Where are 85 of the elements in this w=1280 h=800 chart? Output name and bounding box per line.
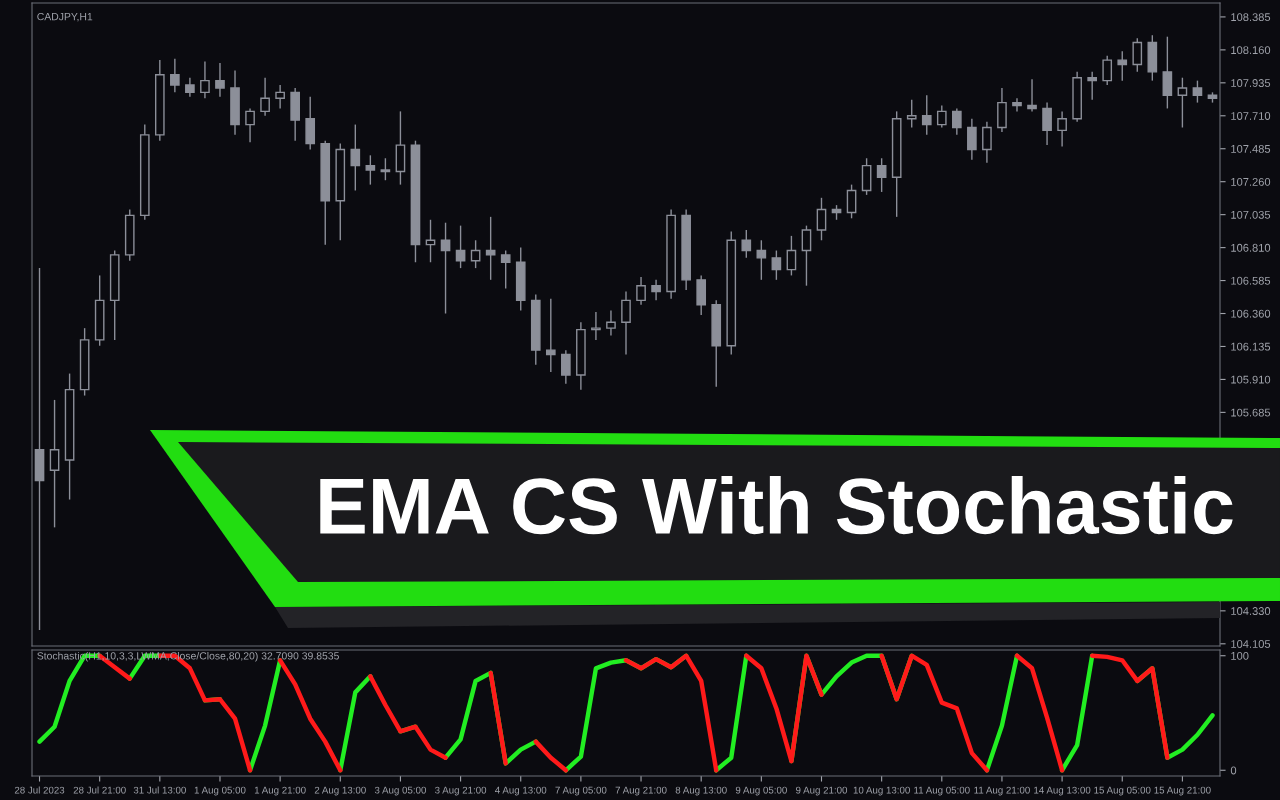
candlestick [260,77,270,117]
candlestick [952,107,962,136]
candlestick [786,235,797,277]
y-tick-label: 108.160 [1231,46,1271,55]
y-tick-label: 106.585 [1231,276,1271,285]
candlestick [756,239,767,281]
candlestick [771,249,782,281]
x-tick-label: 1 Aug 21:00 [254,786,306,796]
y-tick-label: 104.330 [1231,607,1271,615]
x-tick-label: 15 Aug 05:00 [1094,786,1151,796]
x-tick-label: 11 Aug 21:00 [974,786,1030,796]
x-tick-label: 10 Aug 13:00 [853,786,910,796]
y-tick-label: 106.360 [1231,309,1271,318]
y-tick-label: 106.135 [1231,342,1271,351]
candlestick [621,290,631,356]
x-tick-label: 9 Aug 05:00 [735,786,787,796]
x-tick-label: 4 Aug 13:00 [495,786,547,796]
candlestick [1162,35,1173,110]
x-tick-label: 28 Jul 2023 [14,786,65,794]
y-tick-label: 107.710 [1231,112,1271,120]
y-tick-label: 107.935 [1231,79,1271,87]
candlestick [1087,71,1098,101]
y-tick-label: 106.810 [1231,243,1271,252]
candlestick [1102,55,1113,86]
x-tick-label: 11 Aug 05:00 [914,786,970,796]
candlestick [185,77,195,98]
x-tick-label: 9 Aug 21:00 [796,786,848,796]
y-tick-label: 100 [1231,651,1249,660]
candlestick [1012,97,1022,113]
candlestick [215,62,225,98]
y-tick-label: 108.385 [1231,13,1271,22]
y-tick-label: 0 [1230,766,1237,775]
candlestick [275,84,285,110]
candlestick [1132,37,1143,73]
candlestick [1027,78,1037,113]
x-tick-label: 1 Aug 05:00 [194,786,246,796]
x-tick-label: 3 Aug 21:00 [435,786,487,796]
candlestick [545,298,556,373]
candlestick [606,309,616,337]
x-tick-label: 3 Aug 05:00 [374,786,426,796]
x-tick-label: 28 Jul 21:00 [73,786,126,794]
candlestick [967,118,977,161]
y-tick-label: 104.105 [1231,640,1271,648]
candlestick [741,229,752,259]
candlestick [816,197,827,241]
candlestick [34,267,45,631]
candlestick [1057,110,1067,148]
candlestick [200,60,210,99]
candlestick [350,123,361,192]
candlestick [876,157,887,193]
text: CADJPY,H1 [37,12,93,22]
candlestick [561,349,571,385]
x-tick-label: 7 Aug 05:00 [555,786,607,796]
y-tick-label: 107.260 [1231,177,1271,186]
candlestick [651,279,661,302]
candlestick [906,98,917,129]
candlestick [982,120,992,164]
candlestick [380,157,391,181]
x-tick-label: 7 Aug 21:00 [615,786,667,796]
x-tick-label: 2 Aug 13:00 [314,786,366,796]
candlestick [485,216,496,281]
x-tick-label: 8 Aug 13:00 [675,786,727,796]
y-tick-label: 105.685 [1231,408,1271,417]
candlestick [365,154,376,186]
x-tick-label: 31 Jul 13:00 [133,786,186,794]
candlestick [245,107,255,143]
annotation: EMA CS With Stochastic [320,476,1233,535]
x-tick-label: 14 Aug 13:00 [1034,786,1091,796]
candlestick [936,104,947,129]
candlestick [801,224,812,287]
y-tick-label: 107.035 [1231,210,1271,219]
candlestick [846,183,857,220]
candlestick [1177,77,1188,129]
candlestick [1192,79,1203,104]
candlestick [921,94,932,136]
candlestick [49,399,60,529]
candlestick [500,249,511,290]
candlestick [1042,101,1052,146]
y-tick-label: 105.910 [1231,375,1271,384]
y-tick-label: 107.485 [1231,145,1271,153]
candlestick [591,311,601,341]
x-tick-label: 15 Aug 21:00 [1154,786,1211,796]
candlestick [636,276,646,306]
candlestick [1117,50,1128,82]
candlestick [170,57,180,94]
